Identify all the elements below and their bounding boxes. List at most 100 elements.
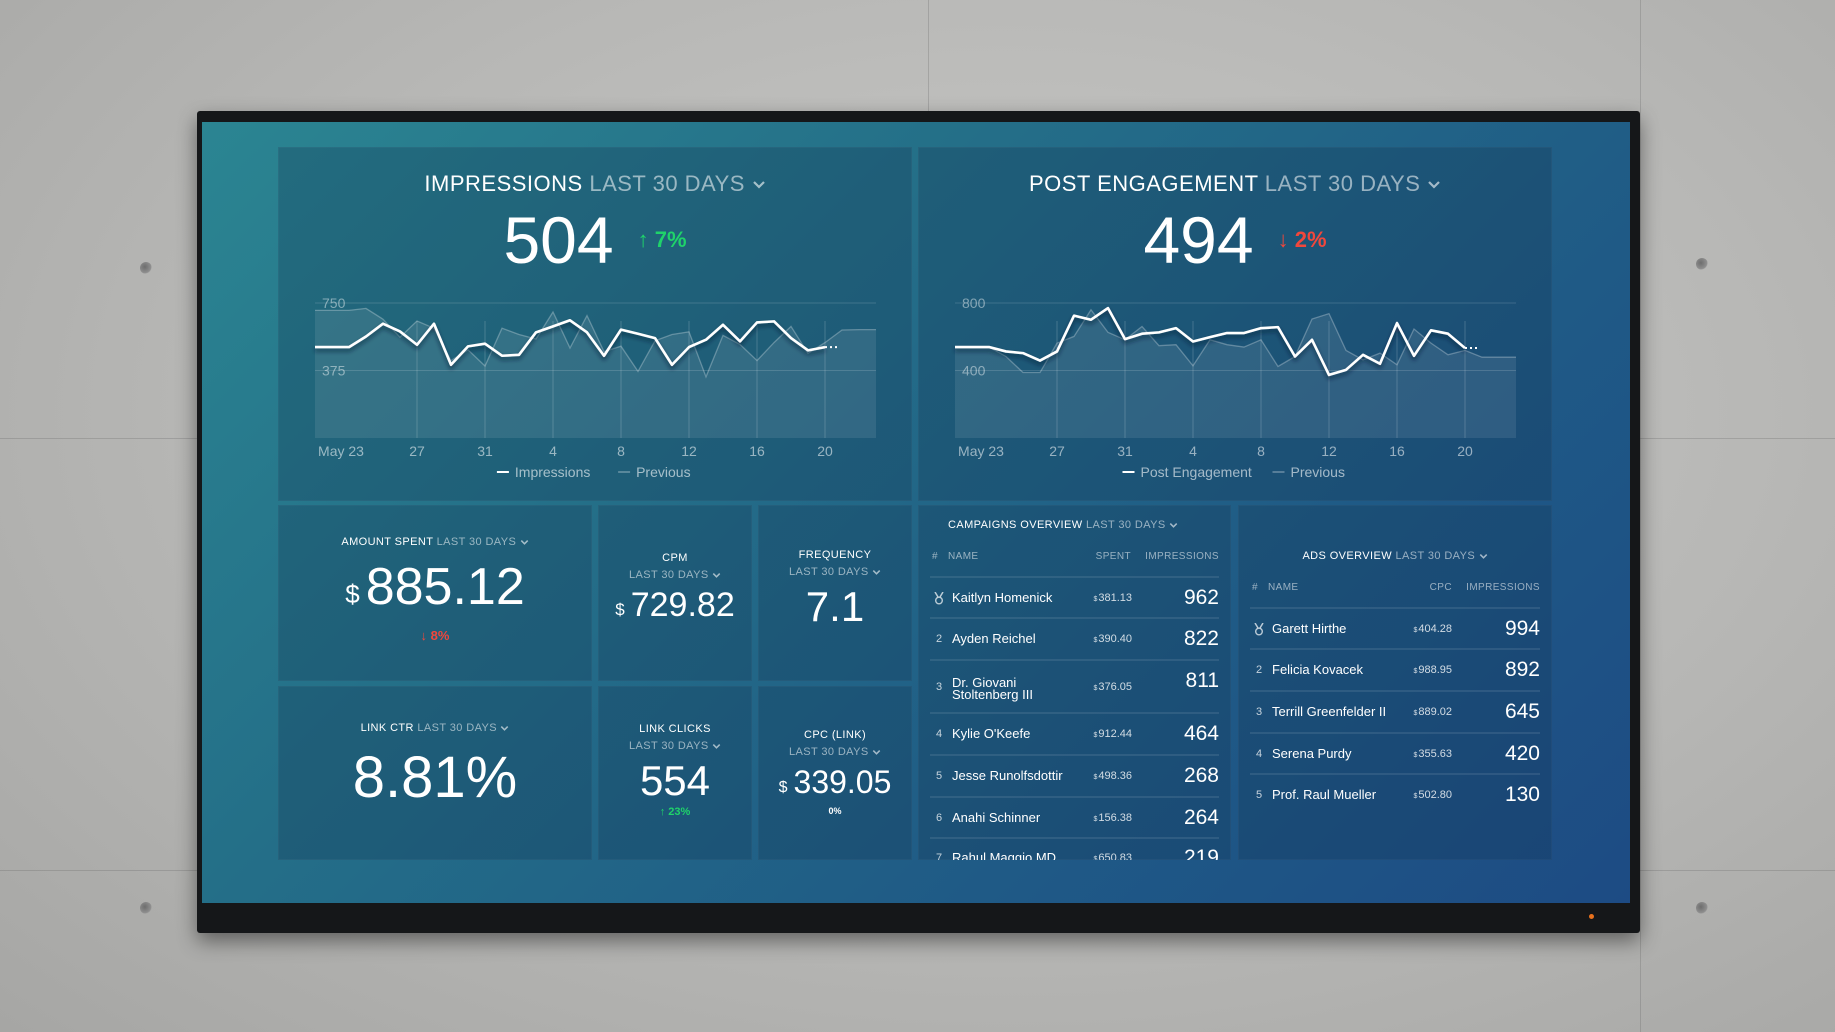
row-money: $650.83 xyxy=(1052,852,1132,860)
row-name[interactable]: Ayden Reichel xyxy=(952,631,1036,646)
campaigns-overview-widget: CAMPAIGNS OVERVIEW LAST 30 DAYS # NAME S… xyxy=(918,505,1231,860)
delta-value: 2% xyxy=(1294,227,1327,252)
period-selector[interactable]: LAST 30 DAYS xyxy=(589,171,745,196)
delta-badge: ↓ 2% xyxy=(1278,227,1327,253)
column-header-spent[interactable]: SPENT xyxy=(1095,551,1131,562)
table-row[interactable]: 2 Ayden Reichel $390.40 822 xyxy=(930,617,1219,659)
currency-symbol: $ xyxy=(1413,710,1418,717)
column-header-impressions[interactable]: IMPRESSIONS xyxy=(1466,582,1540,593)
row-name[interactable]: Serena Purdy xyxy=(1272,746,1352,761)
arrow-up-icon: ↑ xyxy=(637,227,649,252)
widget-title: CAMPAIGNS OVERVIEW LAST 30 DAYS xyxy=(948,519,1231,531)
table-row[interactable]: 3 Terrill Greenfelder II $889.02 645 xyxy=(1250,690,1540,732)
chevron-down-icon[interactable] xyxy=(500,725,509,732)
period-selector[interactable]: LAST 30 DAYS xyxy=(758,746,912,758)
post-engagement-value: 494 xyxy=(1143,203,1254,277)
period-selector[interactable]: LAST 30 DAYS xyxy=(598,569,752,581)
period-label: LAST 30 DAYS xyxy=(628,569,709,581)
link-ctr-value: 8.81% xyxy=(352,745,518,810)
widget-title: POST ENGAGEMENT LAST 30 DAYS xyxy=(918,171,1552,197)
cpm-value: $729.82 xyxy=(598,586,752,625)
table-row[interactable]: 6 Anahi Schinner $156.38 264 xyxy=(930,796,1219,837)
period-label: LAST 30 DAYS xyxy=(628,740,709,752)
chevron-down-icon xyxy=(712,743,721,749)
row-name[interactable]: Dr. Giovani Stoltenberg III xyxy=(952,675,1033,702)
row-name[interactable]: Terrill Greenfelder II xyxy=(1272,704,1387,719)
currency-symbol: $ xyxy=(1093,856,1098,860)
period-selector[interactable]: LAST 30 DAYS xyxy=(758,566,912,578)
table-row[interactable]: Garett Hirthe $404.28 994 xyxy=(1250,607,1540,648)
row-impressions: 219 xyxy=(1183,846,1219,860)
kpi-row: 504 ↑ 7% xyxy=(278,203,912,277)
column-header-impressions[interactable]: IMPRESSIONS xyxy=(1145,551,1219,562)
rank: 3 xyxy=(1256,706,1263,718)
table-row[interactable]: 5 Jesse Runolfsdottir $498.36 268 xyxy=(930,754,1219,796)
table-row[interactable]: 5 Prof. Raul Mueller $502.80 130 xyxy=(1250,773,1540,815)
column-header-rank: # xyxy=(932,551,938,562)
period-selector[interactable]: LAST 30 DAYS xyxy=(436,536,517,548)
arrow-down-icon: ↓ xyxy=(1277,227,1289,252)
x-tick-label: 16 xyxy=(749,443,765,459)
power-led xyxy=(1589,914,1594,919)
period-selector[interactable]: LAST 30 DAYS xyxy=(598,740,752,752)
widget-title-label: CAMPAIGNS OVERVIEW xyxy=(948,519,1083,531)
column-header-name[interactable]: NAME xyxy=(1268,582,1299,593)
row-name[interactable]: Anahi Schinner xyxy=(952,810,1041,825)
period-selector[interactable]: LAST 30 DAYS xyxy=(1264,171,1421,196)
frequency-widget: FREQUENCY LAST 30 DAYS 7.1 xyxy=(758,505,912,681)
column-header-name[interactable]: NAME xyxy=(948,551,979,562)
table-row[interactable]: 3 Dr. Giovani Stoltenberg III $376.05 811 xyxy=(930,659,1219,712)
column-header-rank: # xyxy=(1252,582,1258,593)
period-selector[interactable]: LAST 30 DAYS xyxy=(417,722,497,734)
table-row[interactable]: Kaitlyn Homenick $381.13 962 xyxy=(930,576,1219,617)
frequency-value: 7.1 xyxy=(805,583,865,630)
x-tick-label: May 23 xyxy=(958,443,1004,459)
link-clicks-widget: LINK CLICKS LAST 30 DAYS 554 ↑ 23% xyxy=(598,686,752,860)
widget-title: CPC (LINK) xyxy=(803,729,867,741)
table-row[interactable]: 7 Rahul Maggio MD $650.83 219 xyxy=(930,837,1219,860)
chevron-down-icon xyxy=(872,569,881,575)
currency-symbol: $ xyxy=(615,600,625,620)
row-name[interactable]: Kaitlyn Homenick xyxy=(952,590,1053,605)
value: 339.05 xyxy=(793,764,892,800)
currency-symbol: $ xyxy=(345,578,360,609)
money-value: 156.38 xyxy=(1098,812,1132,824)
currency-symbol: $ xyxy=(1093,685,1098,692)
x-tick-label: 16 xyxy=(1389,443,1405,459)
row-name[interactable]: Felicia Kovacek xyxy=(1272,662,1364,677)
wall-seam xyxy=(1640,0,1641,1032)
widget-title: ADS OVERVIEW LAST 30 DAYS xyxy=(1238,550,1552,562)
x-tick-label: 8 xyxy=(617,443,625,459)
period-selector[interactable]: LAST 30 DAYS xyxy=(1395,550,1476,562)
row-impressions: 420 xyxy=(1504,742,1540,765)
chevron-down-icon[interactable] xyxy=(520,539,529,546)
previous-area xyxy=(955,309,1516,438)
row-name[interactable]: Kylie O'Keefe xyxy=(952,726,1031,741)
widget-title: LINK CTR LAST 30 DAYS xyxy=(278,722,592,734)
chevron-down-icon[interactable] xyxy=(1427,180,1441,190)
row-name[interactable]: Prof. Raul Mueller xyxy=(1272,787,1377,802)
row-name[interactable]: Rahul Maggio MD xyxy=(952,850,1057,860)
money-value: 381.13 xyxy=(1098,592,1132,604)
row-name[interactable]: Jesse Runolfsdottir xyxy=(952,768,1063,783)
wall-bolt xyxy=(140,902,152,914)
kpi-row: 494 ↓ 2% xyxy=(918,203,1552,277)
period-selector[interactable]: LAST 30 DAYS xyxy=(1086,519,1166,531)
column-header-cpc[interactable]: CPC xyxy=(1429,582,1452,593)
row-money: $390.40 xyxy=(1052,633,1132,645)
chevron-down-icon xyxy=(872,749,881,755)
table-row[interactable]: 4 Kylie O'Keefe $912.44 464 xyxy=(930,712,1219,754)
chevron-down-icon[interactable] xyxy=(1169,522,1178,529)
link-clicks-value: 554 xyxy=(639,757,711,804)
row-money: $502.80 xyxy=(1372,789,1452,801)
table-row[interactable]: 2 Felicia Kovacek $988.95 892 xyxy=(1250,648,1540,690)
widget-title: FREQUENCY xyxy=(798,549,872,561)
table-row[interactable]: 4 Serena Purdy $355.63 420 xyxy=(1250,732,1540,773)
row-name[interactable]: Garett Hirthe xyxy=(1272,621,1347,636)
row-impressions: 130 xyxy=(1504,783,1540,806)
wall-bolt xyxy=(140,262,152,274)
chevron-down-icon[interactable] xyxy=(1479,553,1488,560)
row-money: $381.13 xyxy=(1052,592,1132,604)
delta-badge: ↑ 23% xyxy=(659,806,691,818)
chevron-down-icon[interactable] xyxy=(752,180,766,190)
